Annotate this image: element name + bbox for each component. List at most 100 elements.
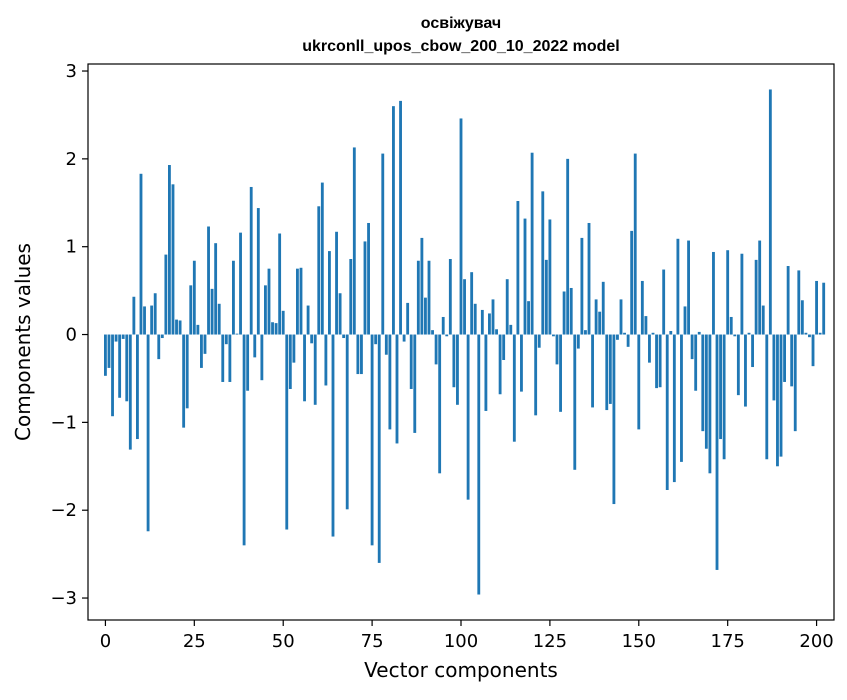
bar-component-31: [214, 243, 218, 335]
bar-component-160: [672, 334, 676, 483]
x-tick-label: 150: [622, 631, 656, 652]
y-tick-label: 2: [66, 149, 77, 170]
bar-component-57: [306, 305, 310, 335]
bar-component-94: [438, 334, 442, 474]
bar-component-121: [534, 334, 538, 416]
bar-component-107: [484, 334, 488, 411]
bar-component-150: [637, 334, 641, 430]
bar-component-28: [203, 334, 207, 354]
bar-component-65: [335, 231, 338, 335]
bar-component-87: [413, 334, 417, 433]
bar-component-183: [754, 259, 758, 335]
bar-component-163: [683, 306, 687, 335]
bar-component-101: [463, 279, 466, 335]
bar-component-105: [477, 334, 481, 595]
bar-component-168: [701, 334, 705, 432]
bar-component-77: [377, 334, 381, 563]
bar-component-196: [800, 300, 804, 335]
x-tick-label: 75: [361, 631, 384, 652]
bar-component-128: [559, 334, 562, 412]
y-tick-label: 1: [66, 237, 77, 258]
bar-component-72: [360, 334, 363, 375]
bar-component-119: [527, 301, 530, 335]
bar-component-44: [260, 334, 264, 381]
bar-component-4: [118, 334, 122, 398]
bar-component-103: [470, 272, 474, 335]
bar-component-92: [431, 330, 434, 335]
bar-component-102: [466, 334, 470, 500]
bar-component-132: [573, 334, 577, 470]
bar-component-153: [648, 334, 651, 363]
y-tick-label: −1: [50, 412, 77, 433]
bar-component-99: [456, 334, 459, 405]
bar-component-190: [779, 334, 783, 457]
bar-component-64: [331, 334, 335, 537]
bar-component-8: [132, 296, 136, 335]
bar-component-179: [740, 253, 744, 335]
bar-component-195: [797, 270, 801, 335]
bar-component-75: [370, 334, 374, 546]
bar-component-123: [541, 191, 545, 335]
plot-area-frame: [87, 63, 835, 621]
bar-component-13: [150, 305, 154, 335]
bar-component-83: [399, 100, 402, 335]
bar-component-60: [317, 206, 321, 335]
bar-component-90: [424, 297, 427, 335]
bar-component-141: [605, 334, 609, 411]
bar-component-186: [765, 334, 769, 460]
bar-component-201: [818, 332, 822, 335]
bar-component-16: [160, 334, 164, 339]
bar-component-6: [125, 334, 129, 402]
bar-component-130: [566, 158, 570, 335]
bar-component-66: [338, 293, 342, 335]
bar-component-93: [434, 334, 438, 365]
bar-component-80: [388, 334, 392, 430]
bar-component-174: [722, 334, 726, 460]
bar-component-117: [520, 334, 523, 392]
bar-component-125: [548, 219, 552, 335]
bar-component-152: [644, 316, 648, 335]
bar-component-22: [182, 334, 186, 428]
bar-component-113: [505, 279, 509, 335]
bar-component-3: [114, 334, 118, 342]
bar-component-142: [608, 334, 612, 404]
bar-component-176: [729, 316, 733, 335]
bar-component-109: [491, 299, 495, 335]
bar-component-143: [612, 334, 616, 505]
bar-component-78: [381, 153, 385, 335]
bar-component-12: [146, 334, 150, 532]
bar-component-110: [495, 329, 498, 335]
bar-component-24: [189, 285, 193, 335]
bar-component-171: [712, 251, 715, 335]
bar-component-115: [512, 334, 516, 442]
bar-component-164: [687, 240, 690, 335]
bar-component-86: [409, 334, 413, 389]
bar-component-155: [655, 334, 658, 389]
bar-component-184: [758, 240, 762, 335]
y-tick-label: 0: [66, 325, 77, 346]
bar-component-126: [552, 334, 555, 337]
x-tick-label: 0: [100, 631, 111, 652]
bar-component-82: [395, 334, 399, 444]
bar-component-62: [324, 334, 328, 386]
y-tick-label: −2: [50, 500, 77, 521]
bar-component-161: [676, 238, 680, 335]
bar-component-172: [715, 334, 719, 570]
bar-component-134: [580, 237, 584, 335]
bar-component-98: [452, 334, 456, 388]
bar-component-194: [793, 334, 797, 432]
y-axis-ticks: −3 −2 −1 0 1 2 3: [50, 61, 88, 609]
bar-component-202: [822, 282, 826, 335]
bar-component-158: [665, 334, 669, 490]
bar-component-73: [363, 241, 367, 335]
bar-component-33: [221, 334, 225, 382]
bar-component-48: [274, 323, 278, 335]
bar-series: [104, 89, 826, 595]
x-axis-ticks: 0 25 50 75 100 125 150 175 200: [100, 620, 834, 652]
bar-component-61: [320, 182, 324, 335]
bar-component-85: [406, 302, 410, 335]
bar-component-167: [697, 331, 701, 335]
bar-component-144: [616, 334, 619, 340]
